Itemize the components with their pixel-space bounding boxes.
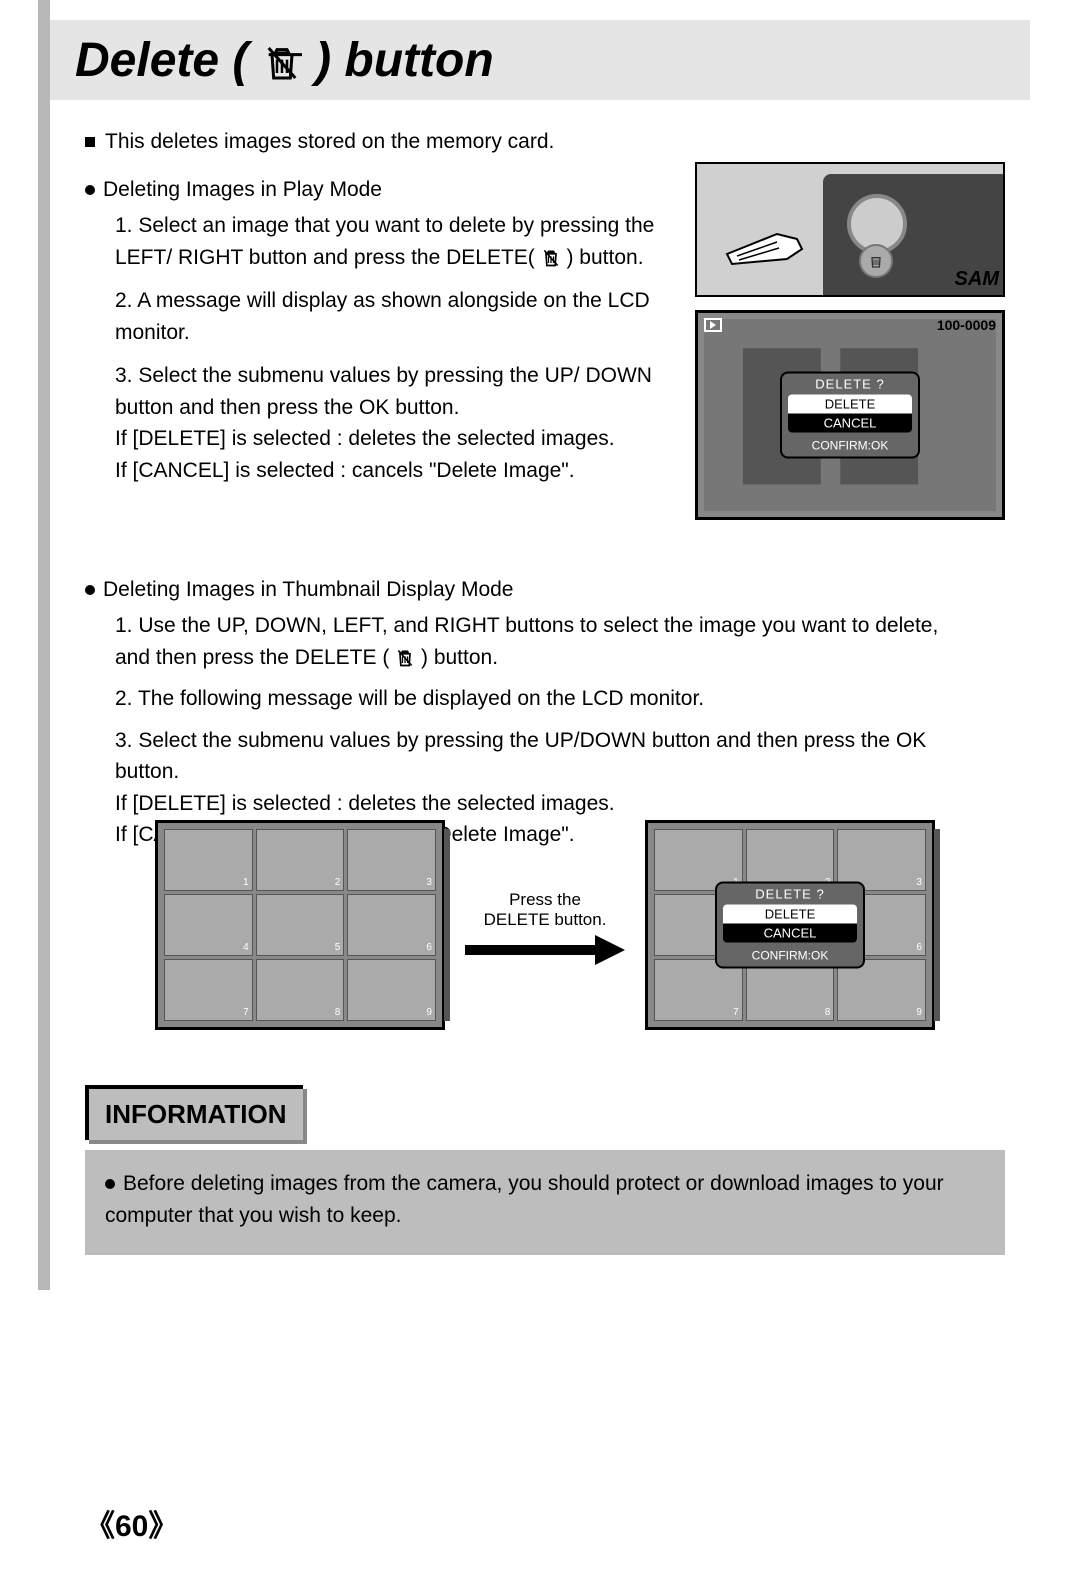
step-num: 2. bbox=[115, 289, 133, 312]
thumb-num: 7 bbox=[243, 1007, 249, 1018]
thumb-num: 5 bbox=[335, 942, 341, 953]
play-icon bbox=[704, 318, 722, 332]
delete-dialog: DELETE ? DELETE CANCEL CONFIRM:OK bbox=[780, 372, 920, 459]
thumb-cell: 3 bbox=[347, 829, 436, 891]
arrow-text-2: DELETE button. bbox=[465, 910, 625, 930]
information-body: Before deleting images from the camera, … bbox=[85, 1150, 1005, 1255]
square-bullet-icon bbox=[85, 137, 95, 147]
lcd-playmode: 100-0009 DELETE ? DELETE CANCEL CONFIRM:… bbox=[695, 310, 1005, 520]
section2-heading-text: Deleting Images in Thumbnail Display Mod… bbox=[103, 578, 513, 601]
thumb-num: 8 bbox=[335, 1007, 341, 1018]
arrow-label: Press the DELETE button. bbox=[465, 890, 625, 960]
scrollbar-icon bbox=[934, 829, 940, 1021]
scrollbar-icon bbox=[444, 829, 450, 1021]
thumb-num: 3 bbox=[426, 877, 432, 888]
page-title: Delete ( ) button bbox=[75, 33, 494, 88]
step3-sub1: If [DELETE] is selected : deletes the se… bbox=[115, 423, 655, 455]
dialog-delete-option: DELETE bbox=[723, 905, 857, 924]
section1-steps: 1. Select an image that you want to dele… bbox=[115, 210, 655, 486]
thumb-num: 3 bbox=[916, 877, 922, 888]
step-num: 1. bbox=[115, 214, 133, 237]
step-text: Select the submenu values by pressing th… bbox=[115, 729, 926, 784]
trash-icon bbox=[868, 253, 884, 269]
step-2: 2. A message will display as shown along… bbox=[115, 285, 655, 348]
thumb-cell: 9 bbox=[347, 959, 436, 1021]
thumb-num: 6 bbox=[426, 942, 432, 953]
thumb-cell: 6 bbox=[347, 894, 436, 956]
dialog-cancel-option: CANCEL bbox=[723, 924, 857, 943]
information-text: Before deleting images from the camera, … bbox=[105, 1172, 944, 1227]
thumb-num: 7 bbox=[733, 1007, 739, 1018]
thumb-num: 1 bbox=[243, 877, 249, 888]
step-num: 2. bbox=[115, 687, 133, 710]
bullet-icon bbox=[85, 185, 95, 195]
step-text: A message will display as shown alongsid… bbox=[115, 289, 650, 344]
thumb-cell: 8 bbox=[256, 959, 345, 1021]
thumbnail-grid: 1 2 3 4 5 6 7 8 9 bbox=[164, 829, 436, 1021]
section1-heading-text: Deleting Images in Play Mode bbox=[103, 178, 382, 201]
camera-delete-button bbox=[859, 244, 893, 278]
title-post: ) button bbox=[315, 34, 494, 87]
sidebar-stripe bbox=[38, 0, 50, 1290]
trash-icon bbox=[541, 248, 561, 268]
step-text: The following message will be displayed … bbox=[138, 687, 704, 710]
step-1: 1. Use the UP, DOWN, LEFT, and RIGHT but… bbox=[115, 610, 975, 673]
step-text-b: ) button. bbox=[566, 246, 643, 269]
thumb-num: 8 bbox=[825, 1007, 831, 1018]
arrow-icon bbox=[465, 940, 625, 960]
title-pre: Delete ( bbox=[75, 34, 248, 87]
dialog-title: DELETE ? bbox=[782, 374, 918, 395]
thumb-cell: 1 bbox=[164, 829, 253, 891]
camera-illustration: SAM bbox=[695, 162, 1005, 297]
thumb-num: 2 bbox=[335, 877, 341, 888]
thumb-cell: 5 bbox=[256, 894, 345, 956]
step-text: Select the submenu values by pressing th… bbox=[115, 364, 652, 419]
dialog-confirm: CONFIRM:OK bbox=[782, 437, 918, 457]
intro-text: This deletes images stored on the memory… bbox=[85, 130, 1005, 154]
step-num: 3. bbox=[115, 364, 133, 387]
thumb-cell: 7 bbox=[164, 959, 253, 1021]
thumb-cell: 4 bbox=[164, 894, 253, 956]
page-number: 《60》 bbox=[85, 1501, 178, 1545]
thumb-num: 6 bbox=[916, 942, 922, 953]
step-num: 3. bbox=[115, 729, 133, 752]
step-text-b: ) button. bbox=[421, 646, 498, 669]
bullet-icon bbox=[85, 585, 95, 595]
dialog-delete-option: DELETE bbox=[788, 395, 912, 414]
thumb-num: 4 bbox=[243, 942, 249, 953]
step-1: 1. Select an image that you want to dele… bbox=[115, 210, 655, 273]
bullet-icon bbox=[105, 1179, 115, 1189]
thumb-num: 9 bbox=[916, 1007, 922, 1018]
lcd-thumbnail-before: 1 2 3 4 5 6 7 8 9 bbox=[155, 820, 445, 1030]
delete-dialog: DELETE ? DELETE CANCEL CONFIRM:OK bbox=[715, 882, 865, 969]
thumb-num: 9 bbox=[426, 1007, 432, 1018]
information-header: INFORMATION bbox=[85, 1085, 303, 1140]
information-box: INFORMATION Before deleting images from … bbox=[85, 1085, 1005, 1255]
step3-sub2: If [CANCEL] is selected : cancels "Delet… bbox=[115, 455, 655, 487]
thumb-cell: 2 bbox=[256, 829, 345, 891]
step-3: 3. Select the submenu values by pressing… bbox=[115, 360, 655, 486]
dialog-title: DELETE ? bbox=[717, 884, 863, 905]
hand-icon bbox=[717, 214, 817, 274]
arrow-text-1: Press the bbox=[465, 890, 625, 910]
thumbnail-row: 1 2 3 4 5 6 7 8 9 Press the DELETE butto… bbox=[85, 820, 1005, 1030]
title-band: Delete ( ) button bbox=[50, 20, 1030, 100]
trash-icon bbox=[262, 43, 302, 83]
section2-heading: Deleting Images in Thumbnail Display Mod… bbox=[85, 578, 1005, 602]
dialog-cancel-option: CANCEL bbox=[788, 414, 912, 433]
dialog-confirm: CONFIRM:OK bbox=[717, 947, 863, 967]
lcd-topbar: 100-0009 bbox=[704, 317, 996, 333]
step-text-a: Use the UP, DOWN, LEFT, and RIGHT button… bbox=[115, 614, 938, 669]
step-2: 2. The following message will be display… bbox=[115, 683, 975, 715]
lcd-thumbnail-after: 1 2 3 4 5 6 7 8 9 DELETE ? DELETE CA bbox=[645, 820, 935, 1030]
frame-number: 100-0009 bbox=[937, 317, 996, 333]
brand-text: SAM bbox=[955, 268, 999, 291]
trash-icon bbox=[395, 648, 415, 668]
step-num: 1. bbox=[115, 614, 133, 637]
intro-body: This deletes images stored on the memory… bbox=[105, 130, 554, 153]
